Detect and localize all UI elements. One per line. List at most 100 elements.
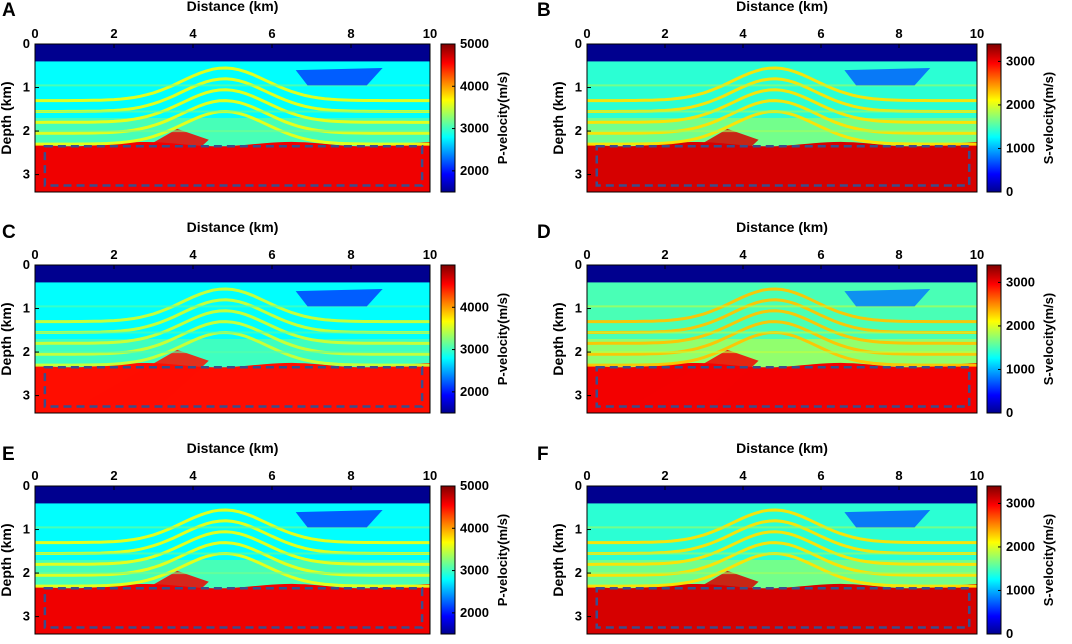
y-axis-title: Depth (km) <box>0 302 14 375</box>
colorbar-tick-label: 3000 <box>460 563 489 578</box>
x-tick-label: 0 <box>583 468 590 483</box>
panel-c: C Distance (km) 0 2 4 6 8 10 Depth (km) 0 1 2 3 2000 3… <box>0 219 510 414</box>
low-velocity-block <box>295 67 383 86</box>
colorbar-tick-label: 2000 <box>460 384 489 399</box>
x-tick-label: 6 <box>268 468 275 483</box>
x-tick-label: 8 <box>895 468 902 483</box>
colorbar-tick-label: 1000 <box>1006 140 1035 155</box>
x-tick-label: 0 <box>31 26 38 41</box>
thrust-wedge <box>82 128 209 184</box>
anticline-reflector <box>587 66 977 103</box>
thrust-wedge <box>82 570 209 626</box>
plot-frame <box>586 264 978 414</box>
anticline-reflector <box>587 508 977 545</box>
x-axis-title: Distance (km) <box>736 440 828 456</box>
x-tick-label: 4 <box>739 468 747 483</box>
y-tick-label: 3 <box>23 609 30 624</box>
x-tick-label: 0 <box>583 247 590 262</box>
anticline-reflector <box>587 541 977 577</box>
panel-d: D Distance (km) 0 2 4 6 8 10 Depth (km) 0 1 2 3 0 1000… <box>537 219 1056 420</box>
x-axis-title: Distance (km) <box>187 440 279 456</box>
dashed-region-box <box>43 145 424 187</box>
x-tick-label: 2 <box>110 468 117 483</box>
colorbar-tick-label: 3000 <box>460 121 489 136</box>
velocity-heatmap <box>587 265 977 413</box>
panel-letter: F <box>537 444 549 465</box>
y-axis-title: Depth (km) <box>0 523 14 596</box>
anticline-reflector <box>35 541 430 577</box>
x-tick-label: 10 <box>423 468 437 483</box>
velocity-heatmap <box>35 265 430 413</box>
y-tick-label: 2 <box>23 344 30 359</box>
colorbar-tick-label: 3000 <box>1006 53 1035 68</box>
x-tick-label: 6 <box>817 26 824 41</box>
velocity-heatmap <box>587 486 977 634</box>
x-tick-label: 6 <box>817 468 824 483</box>
panel-b: B Distance (km) 0 2 4 6 8 10 Depth (km) 0 1 2 3 0 1000… <box>537 0 1056 199</box>
colorbar-tick-label: 3000 <box>460 342 489 357</box>
colorbar-title: S-velocity(m/s) <box>1041 514 1056 606</box>
x-axis-title: Distance (km) <box>736 219 828 235</box>
x-tick-label: 0 <box>31 468 38 483</box>
dashed-region-box <box>595 145 971 187</box>
x-tick-label: 8 <box>347 26 354 41</box>
low-velocity-block <box>844 288 931 307</box>
y-tick-label: 2 <box>575 123 582 138</box>
x-tick-label: 8 <box>347 468 354 483</box>
anticline-reflector <box>587 309 977 345</box>
x-tick-label: 4 <box>739 26 747 41</box>
x-tick-label: 0 <box>583 26 590 41</box>
y-tick-label: 2 <box>575 565 582 580</box>
water-layer <box>35 44 430 62</box>
anticline-reflector <box>35 66 430 103</box>
water-layer <box>35 486 430 504</box>
y-tick-label: 1 <box>575 301 582 316</box>
colorbar-title: P-velocity(m/s) <box>495 514 510 606</box>
x-tick-label: 10 <box>970 26 984 41</box>
x-tick-label: 6 <box>268 26 275 41</box>
y-tick-label: 1 <box>575 80 582 95</box>
water-layer <box>35 265 430 283</box>
y-tick-label: 1 <box>23 522 30 537</box>
colorbar-tick-label: 2000 <box>1006 539 1035 554</box>
colorbar-tick-label: 0 <box>1006 626 1013 641</box>
y-axis-title: Depth (km) <box>550 81 566 154</box>
y-axis-title: Depth (km) <box>0 81 14 154</box>
dashed-region-box <box>43 587 424 629</box>
y-tick-label: 0 <box>575 478 582 493</box>
colorbar-tick-label: 3000 <box>1006 274 1035 289</box>
x-tick-label: 2 <box>110 26 117 41</box>
colorbar-tick-label: 4000 <box>460 520 489 535</box>
velocity-heatmap <box>35 486 430 634</box>
anticline-reflector <box>587 99 977 135</box>
anticline-reflector <box>35 88 430 124</box>
colorbar-tick-label: 4000 <box>460 299 489 314</box>
panel-letter: E <box>2 444 15 465</box>
low-velocity-block <box>844 67 931 86</box>
plot-frame <box>34 43 431 193</box>
anticline-reflector <box>587 88 977 124</box>
x-tick-label: 10 <box>970 247 984 262</box>
water-layer <box>587 486 977 504</box>
colorbar-tick-label: 2000 <box>1006 318 1035 333</box>
panel-letter: D <box>537 222 551 243</box>
colorbar-tick-label: 3000 <box>1006 495 1035 510</box>
colorbar-tick-label: 0 <box>1006 405 1013 420</box>
thrust-wedge <box>633 349 759 405</box>
y-tick-label: 2 <box>575 344 582 359</box>
y-axis-title: Depth (km) <box>550 302 566 375</box>
x-tick-label: 2 <box>661 468 668 483</box>
y-tick-label: 0 <box>23 257 30 272</box>
plot-frame <box>586 43 978 193</box>
y-tick-label: 3 <box>575 388 582 403</box>
colorbar-tick-label: 2000 <box>460 605 489 620</box>
anticline-reflector <box>587 287 977 324</box>
x-tick-label: 0 <box>31 247 38 262</box>
anticline-reflector <box>587 530 977 566</box>
colorbar-tick-label: 5000 <box>460 36 489 51</box>
y-tick-label: 2 <box>23 565 30 580</box>
x-tick-label: 10 <box>423 247 437 262</box>
x-tick-label: 2 <box>661 26 668 41</box>
anticline-reflector <box>35 99 430 135</box>
colorbar-tick-label: 5000 <box>460 478 489 493</box>
